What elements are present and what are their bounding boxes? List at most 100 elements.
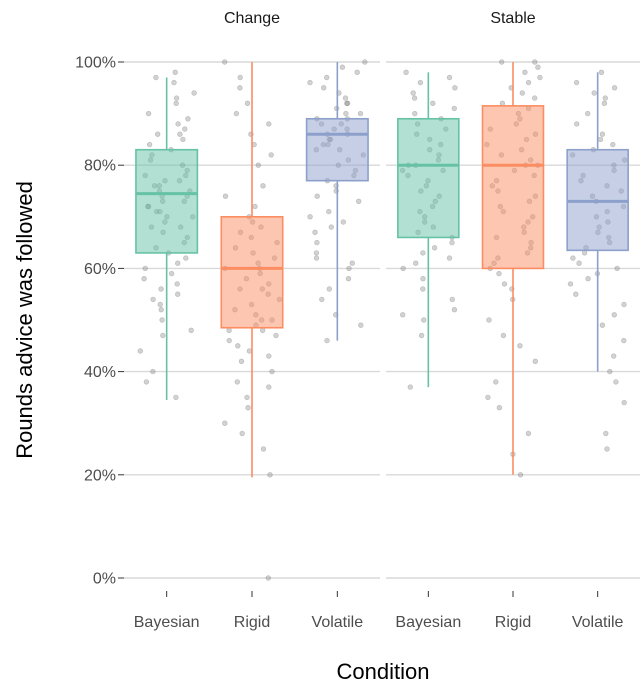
data-point [496,405,503,411]
data-point [260,183,266,189]
data-point [496,270,502,277]
data-point [326,208,332,215]
data-point [268,152,274,158]
data-point [260,327,266,333]
data-point [607,368,613,375]
data-point [585,276,591,282]
data-point [319,296,325,303]
data-point [610,353,617,359]
data-point [567,281,574,287]
data-point [175,260,181,266]
data-point [313,250,320,256]
box-volatile [305,117,369,182]
data-point [344,100,350,107]
data-point [266,353,272,359]
data-point [342,95,349,101]
data-point [535,64,541,70]
box-bayesian [397,117,460,239]
data-point [451,307,458,313]
data-point [252,203,258,210]
data-point [260,446,267,452]
data-point [400,312,406,318]
data-point [328,224,334,230]
data-point [570,255,576,261]
data-point [537,74,543,81]
data-point [173,394,179,401]
data-point [175,121,181,127]
data-point [267,472,273,478]
data-point [400,265,406,272]
data-point [172,69,178,76]
data-point [345,276,352,282]
data-point [346,265,352,272]
data-point [326,286,332,292]
data-point [238,358,245,364]
data-point [255,162,261,168]
data-point [430,100,436,107]
facet-label: Stable [490,10,535,27]
data-point [150,368,156,375]
data-point [621,301,627,308]
data-point [614,265,620,272]
data-point [519,90,525,96]
data-point [599,322,606,328]
data-point [354,69,360,76]
data-point [584,110,591,117]
data-point [349,260,355,266]
data-point [499,59,505,65]
data-point [493,379,499,385]
data-point [171,79,177,86]
data-point [597,136,604,143]
box-rigid [481,105,545,270]
data-point [233,110,240,117]
data-point [312,229,318,236]
data-point [357,110,364,117]
data-point [421,317,427,323]
data-point [145,110,152,117]
data-point [411,95,418,101]
data-point [599,131,606,137]
data-point [160,332,166,339]
data-point [155,131,161,137]
data-point [500,332,507,339]
data-point [245,405,251,411]
data-point [420,276,426,282]
data-point [603,430,609,437]
data-point [183,255,189,261]
data-point [525,430,532,437]
data-point [266,384,272,390]
data-point [613,379,619,385]
data-point [226,337,232,344]
y-tick-label: 60% [84,261,116,278]
data-point [522,69,528,76]
y-tick-label: 80% [84,158,116,175]
data-point [321,85,327,91]
data-point [611,85,618,91]
data-point [307,79,313,86]
data-point [431,245,438,251]
data-point [531,95,538,101]
data-point [343,110,349,117]
data-point [413,260,419,266]
data-point [177,131,183,137]
data-point [418,332,425,339]
data-point [621,337,627,344]
data-point [273,332,279,339]
data-point [452,85,458,91]
data-point [611,312,617,318]
data-point [185,116,191,122]
data-point [604,446,610,452]
data-point [501,281,508,287]
data-point [356,198,362,205]
data-point [235,343,241,349]
data-point [237,85,243,91]
points-layer [137,59,628,581]
data-point [517,472,524,478]
y-tick-label: 40% [84,364,116,381]
data-point [142,265,148,272]
data-point [269,368,275,375]
data-point [314,193,320,199]
data-point [234,379,241,385]
y-tick-label: 20% [84,467,116,484]
data-point [188,327,194,333]
